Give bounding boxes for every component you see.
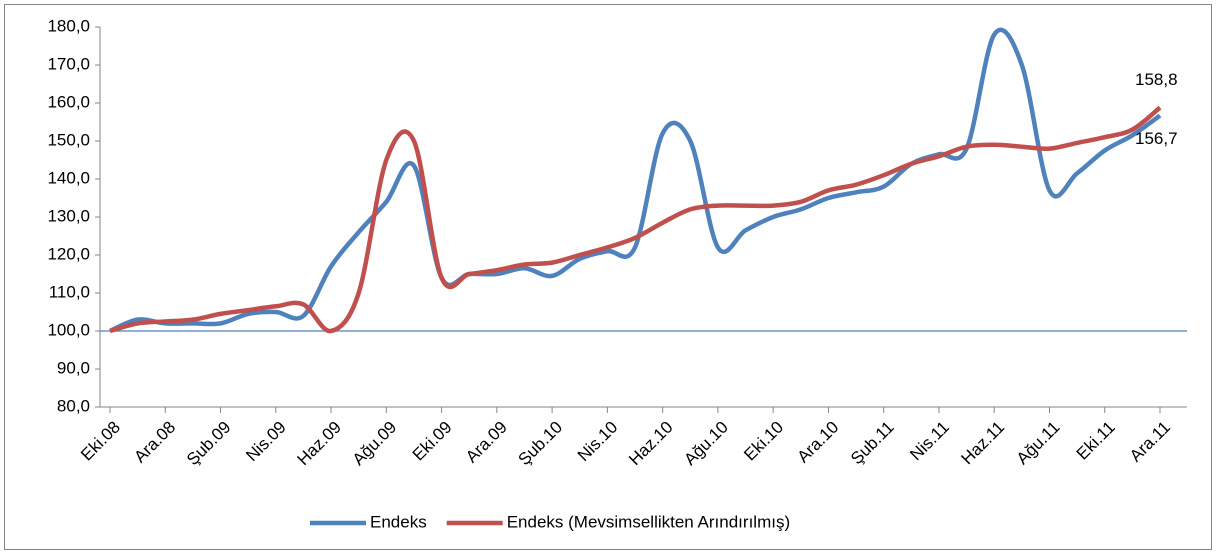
y-tick-label: 120,0: [47, 244, 90, 263]
line-series: [109, 27, 1162, 334]
legend-label: Endeks (Mevsimsellikten Arındırılmış): [507, 512, 790, 531]
line-series: [109, 105, 1162, 334]
y-tick-label: 160,0: [47, 92, 90, 111]
y-tick-label: 180,0: [47, 16, 90, 35]
chart-frame: [4, 4, 1212, 550]
legend-label: Endeks: [370, 512, 427, 531]
y-tick-label: 80,0: [57, 396, 90, 415]
y-tick-label: 150,0: [47, 130, 90, 149]
y-tick-label: 130,0: [47, 206, 90, 225]
y-tick-label: 140,0: [47, 168, 90, 187]
y-tick-label: 110,0: [49, 282, 90, 301]
y-tick-label: 170,0: [47, 54, 90, 73]
data-label: 156,7: [1135, 129, 1178, 148]
legend-item: Endeks (Mevsimsellikten Arındırılmış): [446, 512, 790, 531]
legend-item: Endeks: [310, 512, 427, 531]
y-tick-label: 100,0: [47, 320, 90, 339]
y-tick-label: 90,0: [57, 358, 90, 377]
data-label: 158,8: [1135, 70, 1178, 89]
